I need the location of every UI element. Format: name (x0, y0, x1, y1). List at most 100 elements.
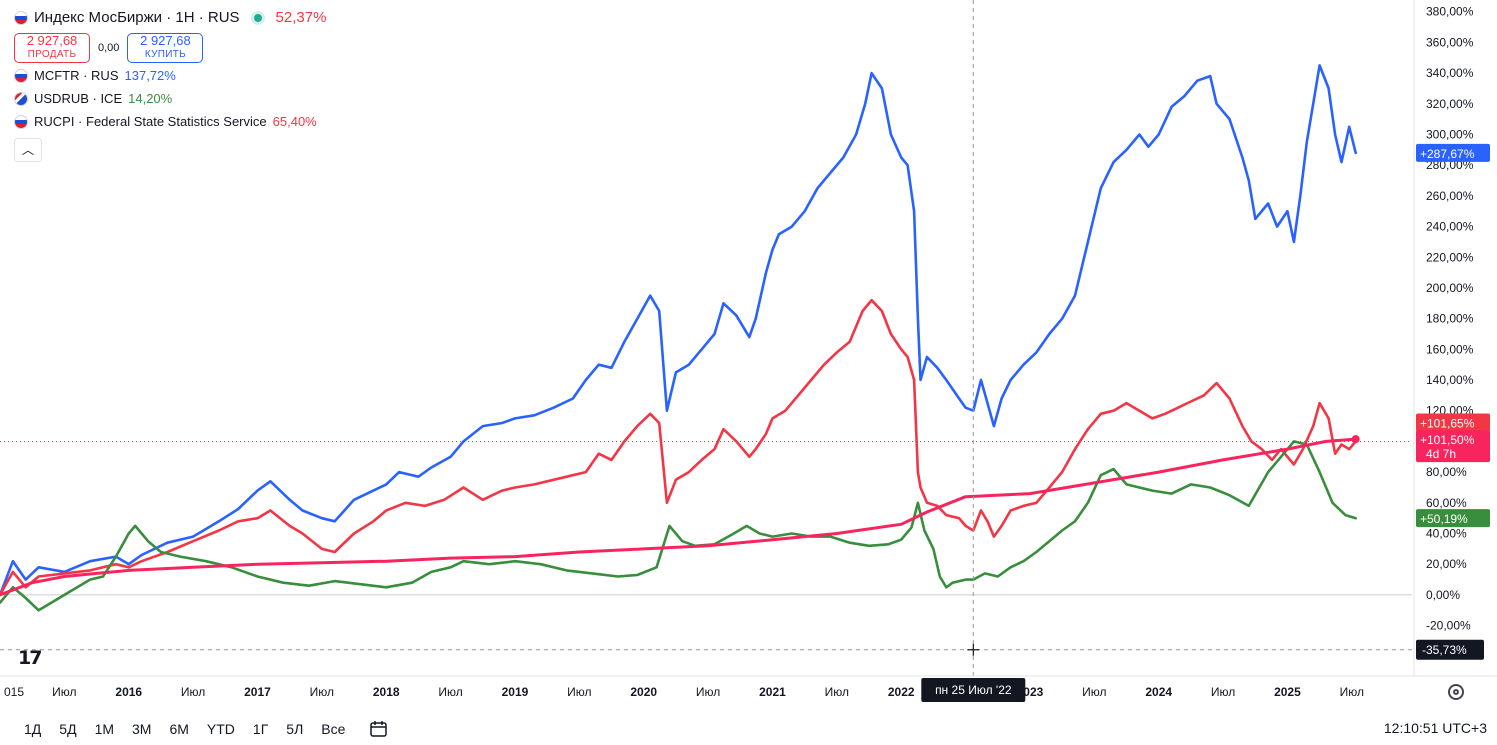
y-tick-label: 20,00% (1426, 557, 1467, 571)
crosshair-date-label-bg (921, 678, 1026, 702)
x-tick-label: Июл (1340, 685, 1364, 699)
chevron-up-icon: ︿ (21, 143, 34, 157)
legend-item-title: USDRUB · ICE (34, 91, 123, 106)
legend-item-change: 14,20% (128, 91, 173, 106)
main-series-title[interactable]: Индекс МосБиржи · 1Н · RUS (34, 9, 240, 26)
main-series-change: 52,37% (275, 9, 327, 26)
crosshair-cursor-icon (967, 643, 980, 656)
x-tick-label: 2025 (1274, 685, 1301, 699)
y-tick-label: 180,00% (1426, 312, 1474, 326)
price-label-bg (1416, 430, 1490, 463)
x-tick-label: Июл (1082, 685, 1106, 699)
market-open-status-icon (253, 14, 262, 22)
y-tick-label: 240,00% (1426, 220, 1474, 234)
range-button-1m[interactable]: 1М (94, 720, 115, 737)
x-tick-label: 2019 (502, 685, 529, 699)
price-label-bg (1416, 509, 1490, 528)
price-labels: +287,67% +101,65% +101,50%4d 7h +50,19% (1416, 143, 1490, 528)
range-button-1y[interactable]: 1Г (252, 720, 269, 737)
y-tick-label: 220,00% (1426, 250, 1474, 264)
range-button-3m[interactable]: 3М (132, 720, 152, 737)
x-axis[interactable]: 015 Июл 2016 Июл 2017 Июл 2018 Июл 2019 Июл 2020 Ию… (4, 685, 1364, 699)
series-line[interactable] (0, 298, 1357, 597)
x-tick-label: 2016 (115, 685, 142, 699)
price-label: +287,67% (1420, 147, 1475, 161)
y-tick-label: 300,00% (1426, 127, 1474, 141)
x-tick-label: 2021 (759, 685, 786, 699)
legend-item-usdrub[interactable]: USDRUB · ICE 14,20% (14, 89, 326, 109)
buy-button[interactable]: 2 927,68 КУПИТЬ (127, 33, 204, 63)
x-tick-label: Июл (52, 685, 76, 699)
y-axis[interactable]: 380,00%360,00%340,00%320,00%300,00%280,0… (1426, 5, 1474, 633)
range-button-1d[interactable]: 1Д (24, 720, 42, 737)
sell-price: 2 927,68 (26, 33, 78, 48)
series-last-point (1351, 435, 1360, 444)
range-button-5y[interactable]: 5Л (286, 720, 304, 737)
range-button-5d[interactable]: 5Д (59, 720, 77, 737)
calendar-icon[interactable] (369, 720, 389, 738)
price-label: +101,50% (1420, 433, 1475, 447)
legend-item-mcftr[interactable]: MCFTR · RUS 137,72% (14, 66, 326, 86)
y-tick-label: 160,00% (1426, 342, 1474, 356)
y-tick-label: 60,00% (1426, 496, 1467, 510)
x-tick-label: Июл (696, 685, 720, 699)
x-tick-label: Июл (181, 685, 205, 699)
russia-flag-icon (14, 11, 28, 25)
russia-flag-icon (14, 115, 28, 129)
x-tick-label: Июл (1211, 685, 1235, 699)
y-tick-label: 340,00% (1426, 66, 1474, 80)
legend: Индекс МосБиржи · 1Н · RUS 52,37% 2 927,… (14, 8, 326, 162)
price-label: +101,65% (1420, 416, 1475, 430)
buy-price: 2 927,68 (140, 33, 191, 48)
series-line[interactable] (0, 440, 1357, 612)
y-tick-label: 0,00% (1426, 588, 1460, 602)
x-tick-label: Июл (438, 685, 462, 699)
settings-gear-icon[interactable] (1448, 684, 1464, 700)
x-tick-label: 015 (4, 685, 24, 699)
legend-item-title: MCFTR · RUS (34, 68, 119, 83)
y-tick-label: -20,00% (1426, 619, 1471, 633)
range-button-6m[interactable]: 6М (169, 720, 189, 737)
crosshair-value-label: -35,73% (1422, 643, 1467, 657)
y-tick-label: 380,00% (1426, 5, 1474, 19)
range-button-all[interactable]: Все (321, 720, 346, 737)
trade-buttons: 2 927,68 ПРОДАТЬ 0,00 2 927,68 КУПИТЬ (14, 33, 326, 63)
range-button-ytd[interactable]: YTD (206, 720, 235, 737)
clock-timezone[interactable]: 12:10:51 UTC+3 (1383, 720, 1487, 736)
bottom-toolbar: 1Д 5Д 1М 3М 6М YTD 1Г 5Л Все 12:10:51 UT… (0, 712, 1497, 745)
crosshair-value-label-bg (1416, 639, 1484, 660)
legend-item-change: 137,72% (124, 68, 176, 83)
x-tick-label: 2017 (244, 685, 271, 699)
x-tick-label: Июл (567, 685, 591, 699)
usa-flag-icon (14, 92, 28, 106)
y-tick-label: 260,00% (1426, 189, 1474, 203)
sell-label: ПРОДАТЬ (27, 49, 77, 60)
y-tick-label: 360,00% (1426, 35, 1474, 49)
legend-item-rucpi[interactable]: RUCPI · Federal State Statistics Service… (14, 112, 326, 132)
x-tick-label: Июл (825, 685, 849, 699)
y-tick-label: 80,00% (1426, 465, 1467, 479)
y-tick-label: 200,00% (1426, 281, 1474, 295)
y-tick-label: 140,00% (1426, 373, 1474, 387)
price-label-bg (1416, 143, 1490, 162)
x-tick-label: 2024 (1145, 685, 1172, 699)
main-series-legend[interactable]: Индекс МосБиржи · 1Н · RUS 52,37% (14, 8, 326, 28)
collapse-legend-button[interactable]: ︿ (14, 138, 42, 162)
price-label: +50,19% (1420, 512, 1468, 526)
series-line[interactable] (0, 437, 1358, 597)
series-line[interactable] (0, 64, 1357, 597)
russia-flag-icon (14, 69, 28, 83)
price-label-countdown: 4d 7h (1426, 447, 1456, 461)
series-lines (0, 64, 1360, 612)
legend-item-title: RUCPI · Federal State Statistics Service (34, 114, 267, 129)
y-tick-label: 40,00% (1426, 527, 1467, 541)
buy-label: КУПИТЬ (144, 49, 186, 60)
sell-button[interactable]: 2 927,68 ПРОДАТЬ (14, 33, 90, 63)
crosshair-labels: пн 25 Июл '22 -35,73% (921, 639, 1484, 702)
tradingview-logo-icon[interactable]: 17 (18, 647, 42, 669)
x-tick-label: 2020 (630, 685, 657, 699)
x-tick-label: Июл (310, 685, 334, 699)
crosshair-date-label: пн 25 Июл '22 (935, 683, 1012, 697)
spread-value: 0,00 (98, 42, 120, 54)
